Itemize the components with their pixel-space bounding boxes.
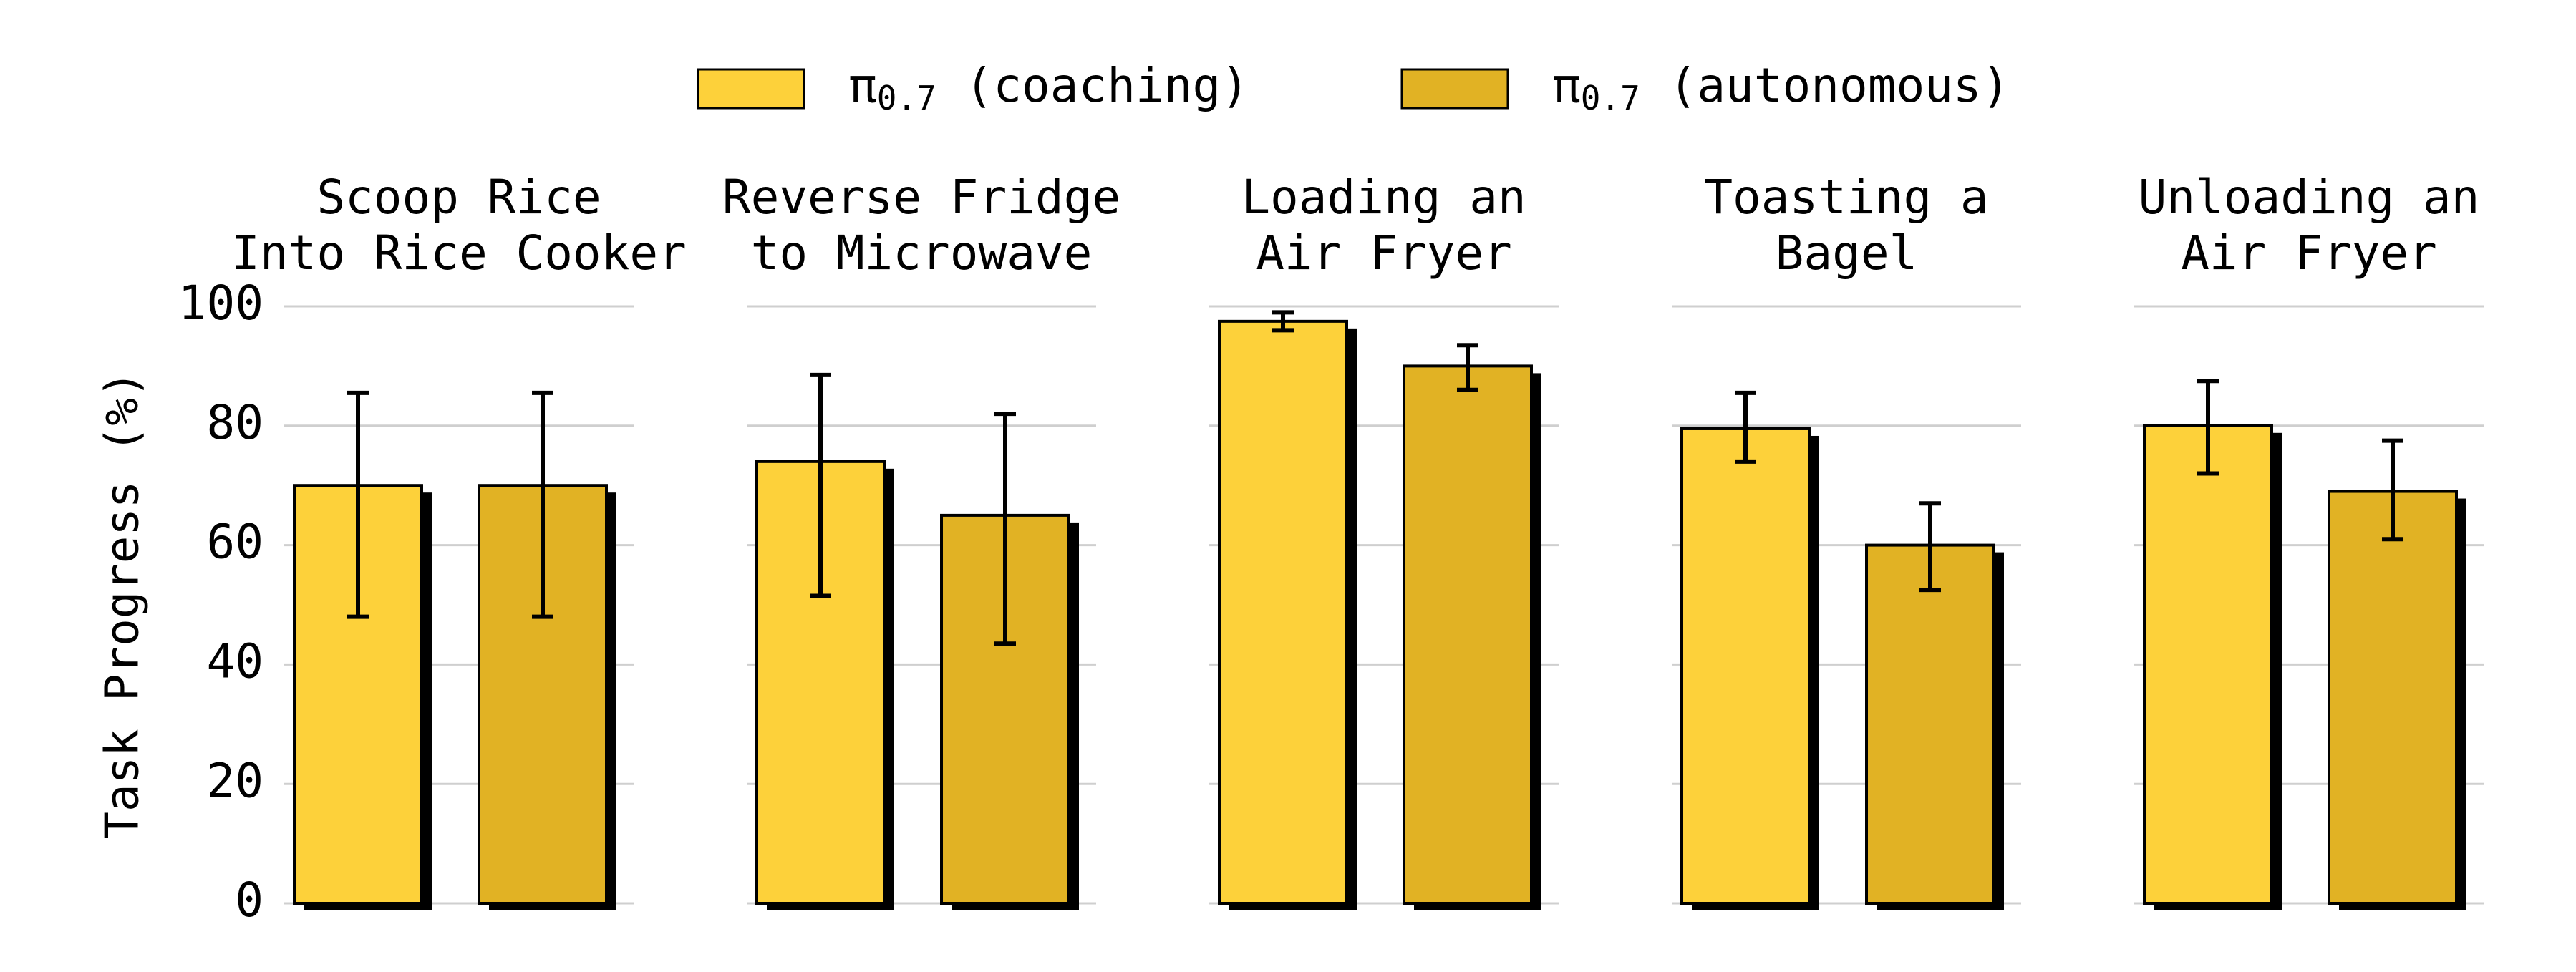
y-tick-label: 100 <box>178 276 263 331</box>
panel-title-line: Air Fryer <box>1256 225 1512 281</box>
y-tick-label: 60 <box>207 515 263 570</box>
legend-label: π0.7 (autonomous) <box>1552 58 2010 117</box>
panel-title-line: Reverse Fridge <box>722 170 1120 225</box>
panel-title-line: Loading an <box>1241 170 1526 225</box>
bar <box>1404 366 1531 903</box>
panel-title-line: Bagel <box>1776 225 1918 281</box>
panel-title-line: Into Rice Cooker <box>231 225 687 281</box>
bar-chart: Task Progress (%) 0 20 40 60 80 100 π0.7 (coach… <box>0 0 2576 972</box>
y-tick-label: 20 <box>207 753 263 808</box>
legend-swatch <box>1402 69 1508 108</box>
panel-title-line: Scoop Rice <box>316 170 601 225</box>
chart-container: Task Progress (%) 0 20 40 60 80 100 π0.7 (coach… <box>0 0 2576 972</box>
legend-label: π0.7 (coaching) <box>848 58 1249 117</box>
y-axis-label: Task Progress (%) <box>97 370 150 839</box>
bar <box>2144 426 2272 903</box>
y-tick-label: 40 <box>207 633 263 689</box>
bar <box>1219 321 1347 903</box>
bar <box>2329 492 2456 903</box>
legend-swatch <box>698 69 804 108</box>
y-tick-label: 80 <box>207 395 263 450</box>
bar <box>1866 545 1994 903</box>
panel-title-line: Unloading an <box>2139 170 2480 225</box>
bar <box>1682 429 1809 903</box>
panel-title-line: Air Fryer <box>2181 225 2437 281</box>
panel-title-line: Toasting a <box>1704 170 1988 225</box>
panel-title-line: to Microwave <box>751 225 1093 281</box>
y-tick-label: 0 <box>235 873 263 928</box>
